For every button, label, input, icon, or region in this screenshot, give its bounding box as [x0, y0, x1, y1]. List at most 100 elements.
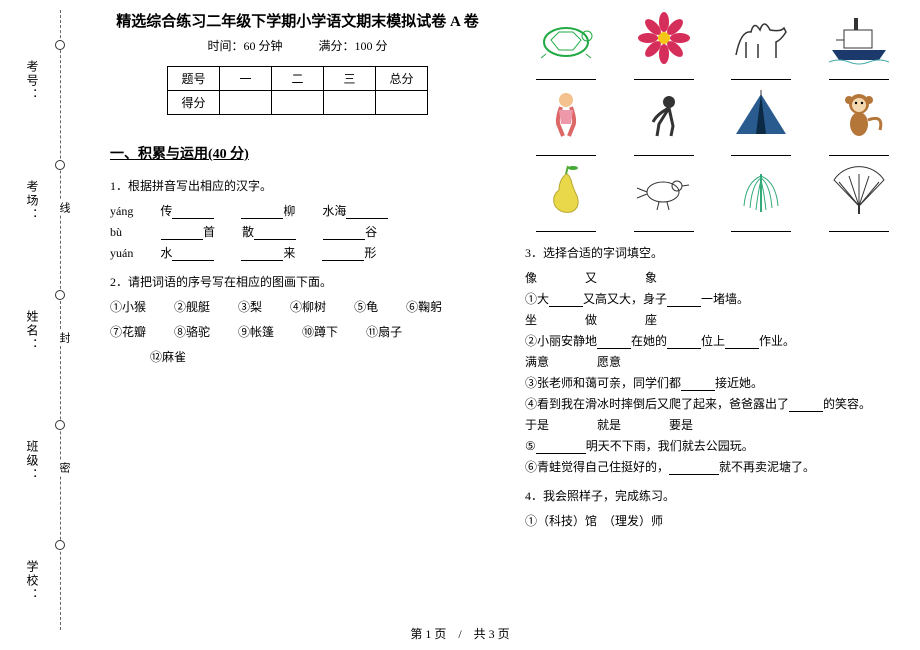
text: 谷 [365, 225, 377, 239]
binding-dot [55, 160, 65, 170]
binding-label-school: 学校： [24, 560, 41, 602]
answer-blank[interactable] [634, 68, 694, 80]
answer-blank[interactable] [536, 220, 596, 232]
q3-line: ②小丽安静地在她的位上作业。 [525, 332, 900, 349]
answer-blank[interactable] [322, 247, 364, 261]
answer-blank[interactable] [172, 247, 214, 261]
answer-blank[interactable] [172, 205, 214, 219]
answer-blank[interactable] [536, 440, 586, 454]
text: 位上 [701, 334, 725, 348]
q3-stem: 3．选择合适的字词填空。 [525, 244, 900, 261]
word-item: ⑫麻雀 [150, 348, 186, 365]
text: 一堵墙。 [701, 292, 749, 306]
page-footer: 第 1 页 / 共 3 页 [0, 625, 920, 642]
answer-blank[interactable] [789, 398, 823, 412]
word-item: ⑤龟 [354, 298, 378, 315]
answer-blank[interactable] [161, 226, 203, 240]
text: ①大 [525, 292, 549, 306]
word-item: ⑪扇子 [366, 323, 402, 340]
text: 明天不下雨，我们就去公园玩。 [586, 439, 754, 453]
text: 传 [160, 204, 172, 218]
text: 的笑容。 [823, 397, 871, 411]
q2-wordbank: ①小猴 ②舰艇 ③梨 ④柳树 ⑤龟 ⑥鞠躬 [110, 298, 485, 315]
score-cell [272, 91, 324, 115]
word-item: ⑥鞠躬 [406, 298, 442, 315]
q1-row: yuán 水 来 形 [110, 244, 485, 261]
page-body: 精选综合练习二年级下学期小学语文期末模拟试卷 A 卷 时间：60 分钟 满分：1… [90, 0, 920, 650]
binding-label-class: 班级： [24, 440, 41, 482]
picture-ship [818, 10, 900, 80]
text: 形 [364, 246, 376, 260]
score-header: 二 [272, 67, 324, 91]
text: 作业。 [759, 334, 795, 348]
picture-bow [623, 86, 705, 156]
picture-sparrow [623, 162, 705, 232]
binding-dot [55, 420, 65, 430]
q3-line: ⑥青蛙觉得自己住挺好的，就不再卖泥塘了。 [525, 458, 900, 475]
text: ②小丽安静地 [525, 334, 597, 348]
q2-stem: 2．请把词语的序号写在相应的图画下面。 [110, 273, 485, 290]
binding-label-examid: 考号： [24, 60, 41, 102]
text: 就不再卖泥塘了。 [719, 460, 815, 474]
fullscore-label: 满分：100 分 [319, 39, 388, 53]
answer-blank[interactable] [634, 220, 694, 232]
answer-blank[interactable] [731, 68, 791, 80]
q3-option: 于是 就是 要是 [525, 416, 900, 433]
answer-blank[interactable] [536, 68, 596, 80]
q3-line: ⑤ 明天不下雨，我们就去公园玩。 [525, 437, 900, 454]
answer-blank[interactable] [725, 335, 759, 349]
score-cell [376, 91, 428, 115]
answer-blank[interactable] [667, 293, 701, 307]
score-table: 题号 一 二 三 总分 得分 [167, 66, 428, 115]
answer-blank[interactable] [829, 220, 889, 232]
answer-blank[interactable] [667, 335, 701, 349]
answer-blank[interactable] [731, 220, 791, 232]
picture-grid [525, 10, 900, 232]
word-item: ⑨帐篷 [238, 323, 274, 340]
answer-blank[interactable] [346, 205, 388, 219]
text: 接近她。 [715, 376, 763, 390]
q3-option: 满意 愿意 [525, 353, 900, 370]
word-item: ①小猴 [110, 298, 146, 315]
answer-blank[interactable] [634, 144, 694, 156]
q2-wordbank: ⑫麻雀 [110, 348, 485, 365]
answer-blank[interactable] [731, 144, 791, 156]
pinyin: yuán [110, 246, 133, 260]
answer-blank[interactable] [536, 144, 596, 156]
answer-blank[interactable] [241, 247, 283, 261]
binding-dot [55, 540, 65, 550]
picture-turtle [525, 10, 607, 80]
word-item: ②舰艇 [174, 298, 210, 315]
picture-fan [818, 162, 900, 232]
text: 首 [203, 225, 215, 239]
answer-blank[interactable] [241, 205, 283, 219]
word-item: ④柳树 [290, 298, 326, 315]
q1-row: bù 首 散 谷 [110, 223, 485, 240]
answer-blank[interactable] [669, 461, 719, 475]
answer-blank[interactable] [829, 144, 889, 156]
binding-margin: 考号： 考场： 姓名： 班级： 学校： 线 封 密 [0, 0, 90, 650]
section-heading: 一、积累与运用(40 分) [110, 143, 485, 163]
q3-option: 坐 做 座 [525, 311, 900, 328]
word-item: ⑦花瓣 [110, 323, 146, 340]
answer-blank[interactable] [254, 226, 296, 240]
picture-willow [721, 162, 803, 232]
score-header: 一 [220, 67, 272, 91]
answer-blank[interactable] [323, 226, 365, 240]
answer-blank[interactable] [681, 377, 715, 391]
text: ⑤ [525, 439, 536, 453]
text: 散 [242, 225, 254, 239]
score-header: 总分 [376, 67, 428, 91]
picture-squat [525, 86, 607, 156]
q4-line: ①（科技）馆 （理发）师 [525, 512, 900, 529]
exam-subtitle: 时间：60 分钟 满分：100 分 [110, 37, 485, 54]
answer-blank[interactable] [549, 293, 583, 307]
answer-blank[interactable] [829, 68, 889, 80]
binding-dot [55, 290, 65, 300]
q3-line: ④看到我在滑冰时摔倒后又爬了起来，爸爸露出了 的笑容。 [525, 395, 900, 412]
table-row: 得分 [168, 91, 428, 115]
text: ③张老师和蔼可亲，同学们都 [525, 376, 681, 390]
text: ④看到我在滑冰时摔倒后又爬了起来，爸爸露出了 [525, 397, 789, 411]
answer-blank[interactable] [597, 335, 631, 349]
q2-wordbank: ⑦花瓣 ⑧骆驼 ⑨帐篷 ⑩蹲下 ⑪扇子 [110, 323, 485, 340]
